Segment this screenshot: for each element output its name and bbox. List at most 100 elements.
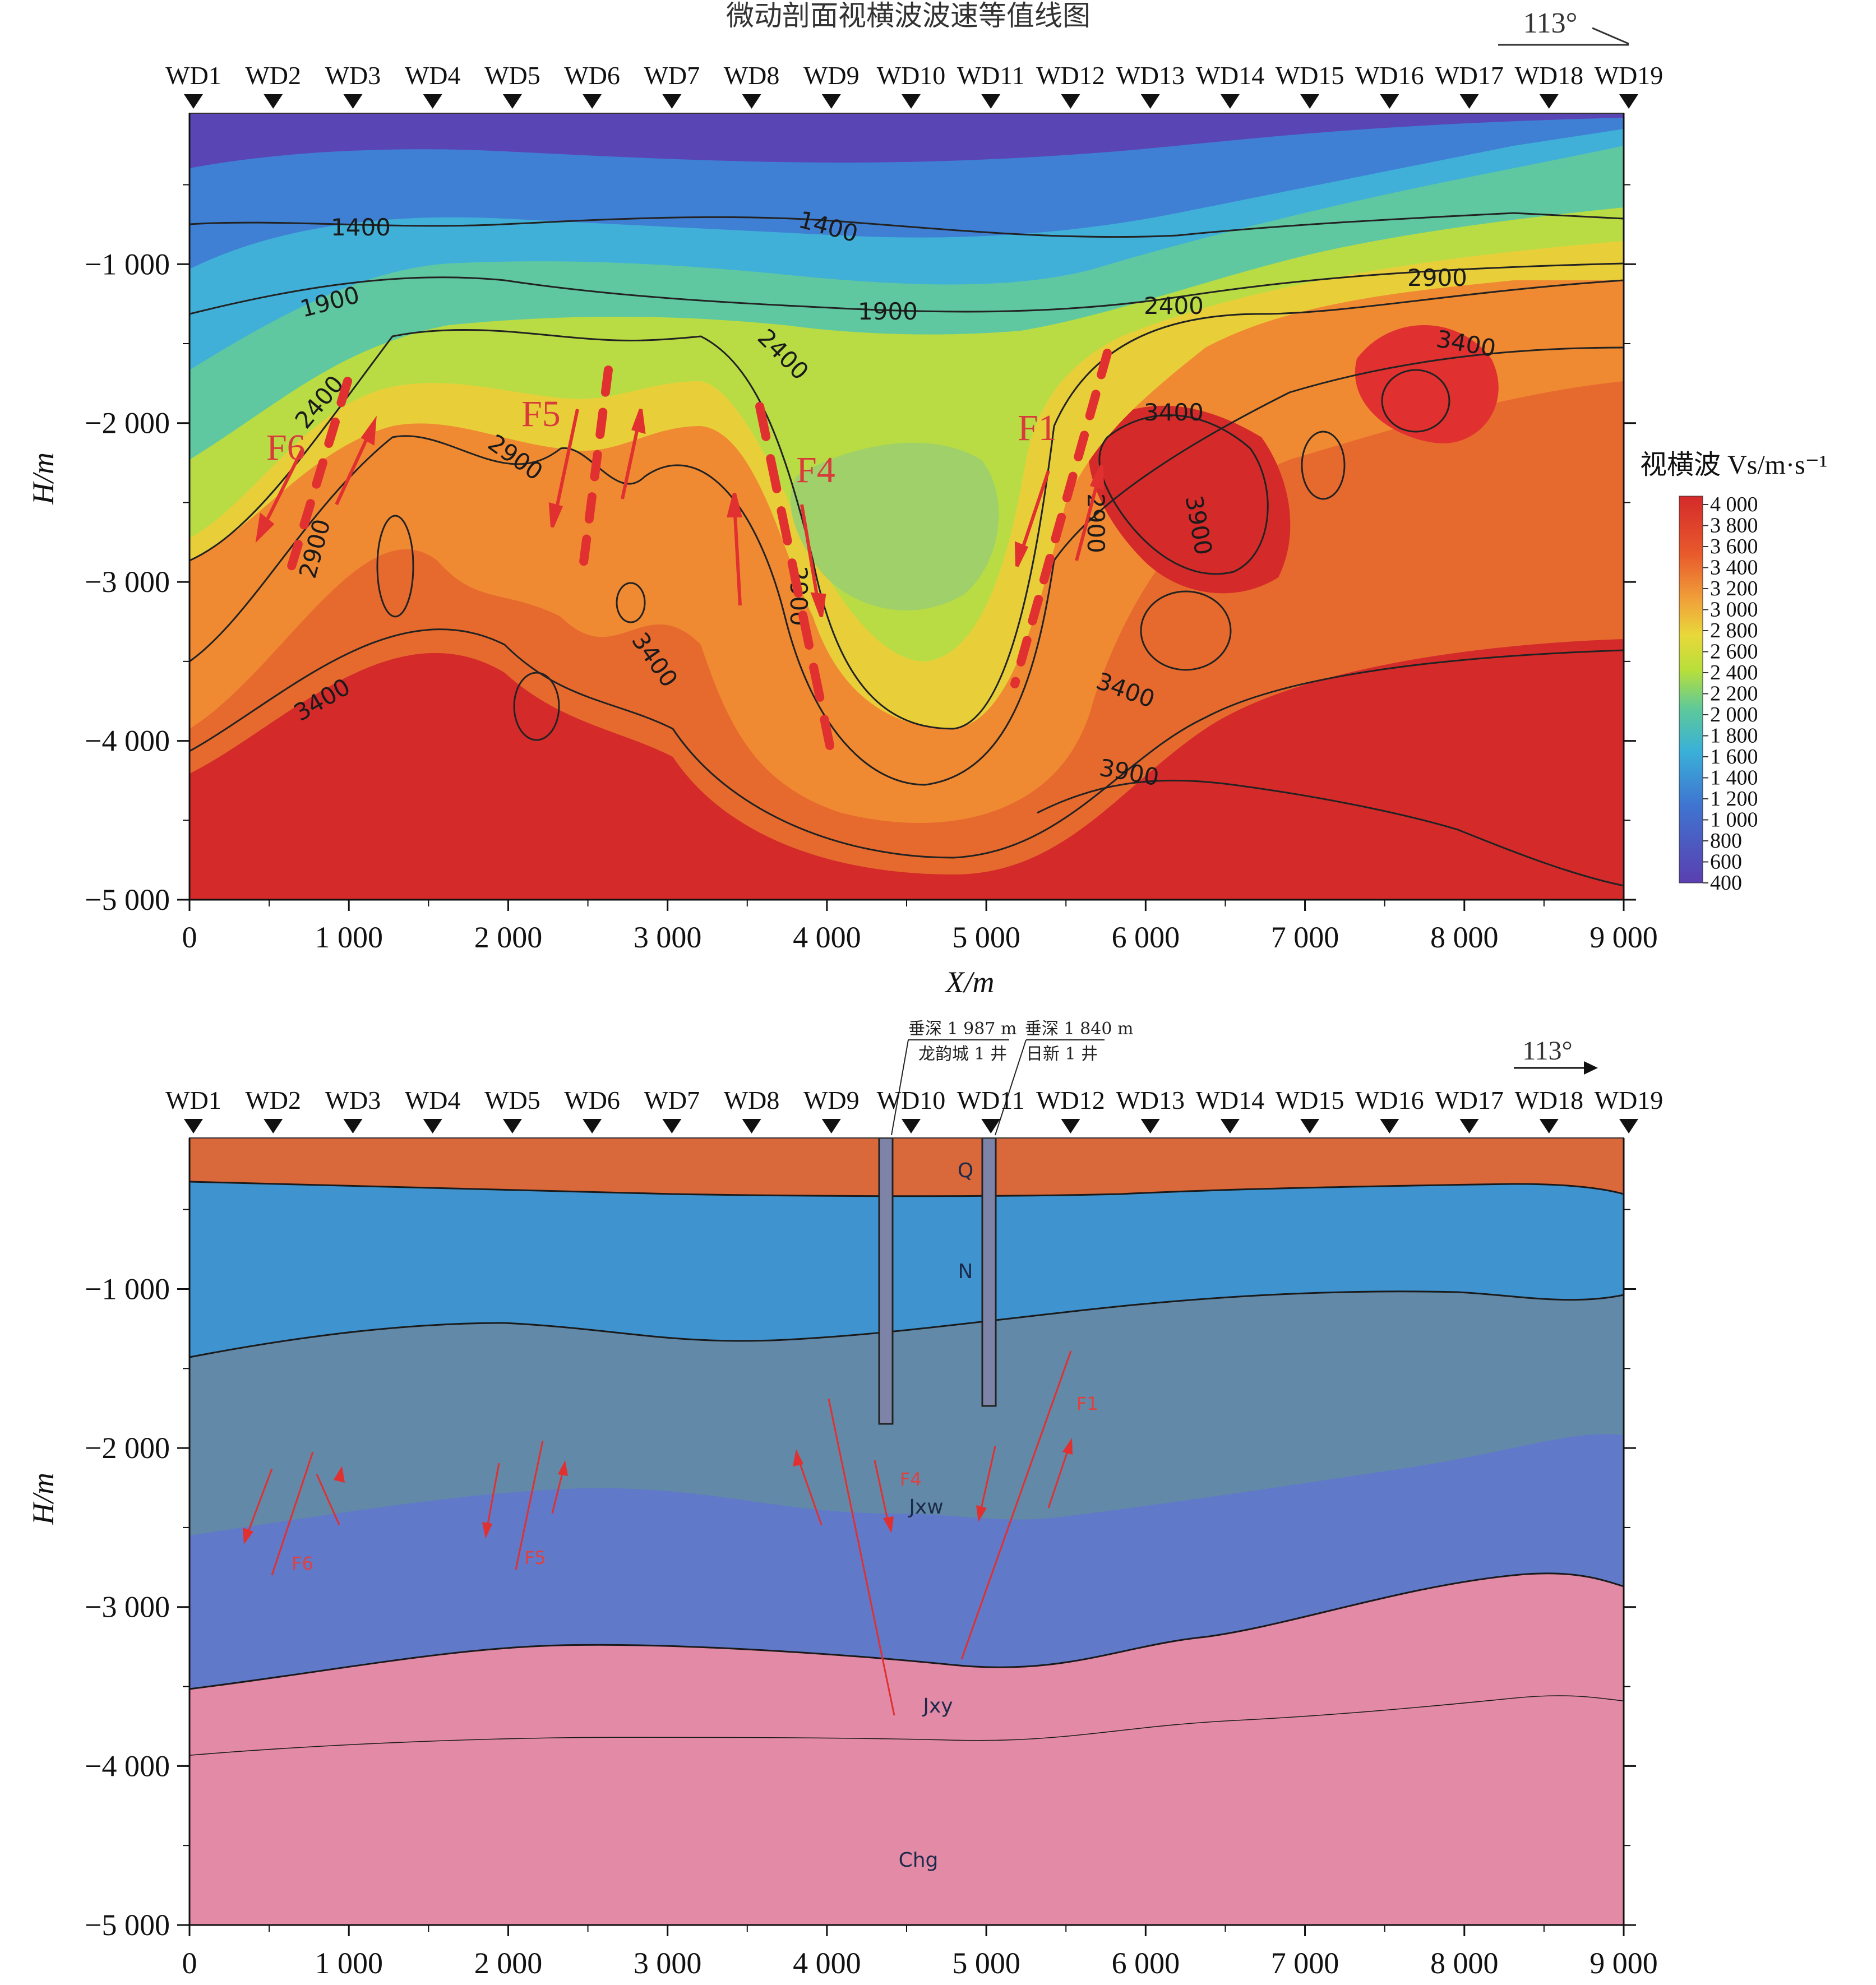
layer-label-q: Q bbox=[958, 1159, 973, 1182]
bottom-fault-label-f6: F6 bbox=[292, 1553, 313, 1574]
y-tick-label: −3 000 bbox=[85, 565, 170, 599]
station-marker bbox=[264, 94, 283, 109]
x-tick-label: 3 000 bbox=[634, 1946, 702, 1980]
station-label: WD6 bbox=[564, 61, 620, 90]
fault-label-f4: F4 bbox=[796, 450, 835, 491]
station-marker bbox=[981, 1119, 1001, 1133]
station-marker bbox=[821, 1119, 841, 1133]
station-label: WD9 bbox=[803, 61, 860, 90]
layer-label-jxy: Jxy bbox=[922, 1695, 953, 1718]
station-label: WD16 bbox=[1355, 61, 1424, 90]
bottom-fault-arrowheads bbox=[243, 1438, 1073, 1544]
legend-tick-label: 400 bbox=[1710, 871, 1742, 895]
fault-label-f1: F1 bbox=[1018, 408, 1057, 448]
top-azimuth-arrow: 113° bbox=[1498, 7, 1629, 46]
station-label: WD7 bbox=[644, 61, 700, 90]
fault-label-f5: F5 bbox=[521, 394, 561, 434]
layer-label-chg: Chg bbox=[899, 1849, 939, 1872]
contour-label: 3400 bbox=[1144, 399, 1204, 426]
station-label: WD8 bbox=[724, 1086, 780, 1114]
geological-section: Q N Jxw Jxy Chg bbox=[190, 1138, 1624, 1925]
station-marker bbox=[1140, 1119, 1160, 1133]
x-tick-label: 9 000 bbox=[1589, 920, 1658, 954]
x-tick-label: 7 000 bbox=[1271, 1946, 1339, 1980]
layer-q bbox=[190, 1138, 1624, 1196]
bottom-fault-label-f1: F1 bbox=[1076, 1393, 1098, 1414]
x-tick-label: 4 000 bbox=[793, 1946, 861, 1980]
station-label: WD14 bbox=[1196, 61, 1265, 90]
contour-label: 1900 bbox=[858, 298, 918, 325]
legend-tick-label: 1 800 bbox=[1710, 724, 1758, 748]
layer-label-n: N bbox=[958, 1260, 973, 1283]
station-label: WD16 bbox=[1355, 1086, 1424, 1114]
layer-n bbox=[190, 1138, 1624, 1357]
station-marker bbox=[1380, 94, 1399, 109]
top-x-axis-label: X/m bbox=[945, 965, 995, 999]
x-tick-label: 2 000 bbox=[474, 1946, 543, 1980]
station-marker bbox=[502, 1119, 522, 1133]
contour-label: 1400 bbox=[331, 214, 391, 241]
y-tick-label: −2 000 bbox=[85, 1431, 170, 1465]
station-marker bbox=[583, 94, 602, 109]
station-label: WD17 bbox=[1435, 1086, 1504, 1114]
station-marker bbox=[423, 1119, 442, 1133]
top-y-axis: H/m bbox=[26, 113, 1625, 900]
bottom-x-ticks: 0 1 000 2 000 3 000 4 000 5 000 6 000 7 000 8 00… bbox=[182, 1924, 1658, 1980]
x-tick-label: 6 000 bbox=[1112, 1946, 1180, 1980]
station-marker bbox=[583, 1119, 602, 1133]
station-marker bbox=[1140, 94, 1160, 109]
station-label: WD10 bbox=[877, 1086, 946, 1114]
station-label: WD17 bbox=[1435, 61, 1504, 90]
y-tick-label: −4 000 bbox=[85, 724, 170, 758]
station-label: WD11 bbox=[957, 61, 1025, 90]
station-marker bbox=[742, 94, 761, 109]
legend-title: 视横波 Vs/m·s⁻¹ bbox=[1640, 450, 1827, 480]
station-marker bbox=[1619, 94, 1638, 109]
well1-name: 龙韵城 1 井 bbox=[918, 1044, 1007, 1064]
bottom-y-ticks: −1 000 −2 000 −3 000 −4 000 −5 000 bbox=[85, 1209, 1636, 1942]
station-marker bbox=[264, 1119, 283, 1133]
station-marker bbox=[1061, 1119, 1080, 1133]
legend-tick-label: 2 000 bbox=[1710, 703, 1758, 727]
velocity-contour-map: 1400 1400 1900 1900 2400 2400 2400 2900 … bbox=[190, 113, 1624, 900]
station-marker bbox=[502, 94, 522, 109]
station-marker bbox=[1220, 1119, 1240, 1133]
legend-tick-label: 1 400 bbox=[1710, 766, 1758, 790]
station-label: WD14 bbox=[1196, 1086, 1265, 1114]
top-station-markers: WD1 WD2 WD3 WD4 WD5 WD6 WD7 WD8 WD9 WD10 WD11 WD12 W… bbox=[165, 61, 1663, 109]
station-label: WD13 bbox=[1116, 61, 1185, 90]
station-marker bbox=[1380, 1119, 1399, 1133]
y-tick-label: −1 000 bbox=[85, 1272, 170, 1306]
legend-tick-label: 2 800 bbox=[1710, 619, 1758, 642]
legend-tick-label: 1 000 bbox=[1710, 808, 1758, 832]
station-label: WD18 bbox=[1514, 61, 1583, 90]
x-tick-label: 1 000 bbox=[315, 920, 383, 954]
y-tick-label: −4 000 bbox=[85, 1749, 170, 1783]
station-marker bbox=[902, 94, 921, 109]
legend-tick-label: 3 800 bbox=[1710, 514, 1758, 538]
top-azimuth-label: 113° bbox=[1523, 7, 1578, 39]
bottom-station-markers: WD1 WD2 WD3 WD4 WD5 WD6 WD7 WD8 WD9 WD10 WD11 WD12 W… bbox=[165, 1086, 1663, 1133]
legend-tick-label: 600 bbox=[1710, 850, 1742, 874]
legend-tick-label: 1 200 bbox=[1710, 787, 1758, 811]
bottom-azimuth-label: 113° bbox=[1522, 1036, 1572, 1066]
station-marker bbox=[742, 1119, 761, 1133]
station-label: WD10 bbox=[877, 61, 946, 90]
bottom-azimuth-arrow: 113° bbox=[1514, 1036, 1598, 1075]
y-tick-label: −1 000 bbox=[85, 247, 170, 281]
station-label: WD12 bbox=[1036, 61, 1105, 90]
station-label: WD18 bbox=[1514, 1086, 1583, 1114]
top-title: 微动剖面视横波波速等值线图 bbox=[726, 0, 1091, 32]
station-label: WD6 bbox=[564, 1086, 620, 1114]
y-tick-label: −5 000 bbox=[85, 883, 170, 917]
station-marker bbox=[1539, 1119, 1559, 1133]
station-label: WD1 bbox=[165, 61, 221, 90]
y-tick-label: −3 000 bbox=[85, 1590, 170, 1624]
station-marker bbox=[343, 1119, 363, 1133]
station-label: WD2 bbox=[245, 61, 301, 90]
station-marker bbox=[184, 94, 203, 109]
station-marker bbox=[1459, 1119, 1479, 1133]
station-marker bbox=[1220, 94, 1240, 109]
station-label: WD3 bbox=[325, 1086, 381, 1114]
station-label: WD7 bbox=[644, 1086, 700, 1114]
